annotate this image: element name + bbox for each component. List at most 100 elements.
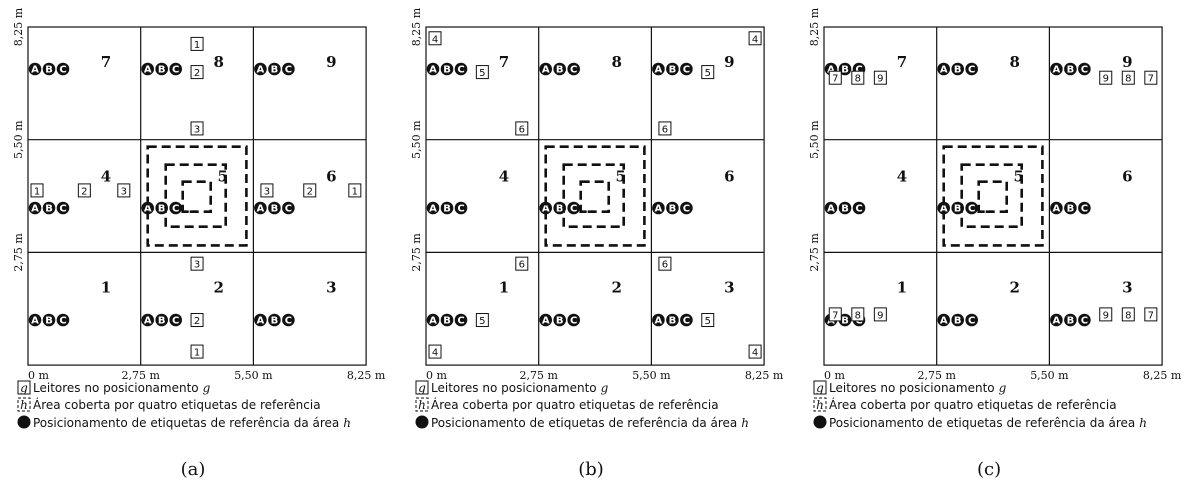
tag-dot [141, 62, 154, 76]
area-number: 7 [499, 53, 509, 71]
coverage-square [942, 145, 1044, 247]
tag-dot [567, 313, 580, 327]
y-tick-label: 5,50 m [12, 120, 25, 159]
tag-letter: B [556, 204, 564, 215]
tag-letter: A [429, 65, 437, 76]
reader-label: 3 [264, 186, 270, 197]
tag-dot [28, 62, 42, 76]
area-number: 9 [1122, 53, 1132, 71]
tag-dot [852, 201, 866, 215]
reader-label: 4 [432, 348, 438, 359]
tag-dot [426, 62, 440, 76]
reader-label: 4 [752, 34, 758, 45]
y-tick-label: 8,25 m [12, 7, 25, 46]
tag-letter: C [968, 204, 975, 215]
tag-dot [838, 201, 852, 215]
legend-area-box [415, 397, 429, 412]
area-number: 5 [1013, 168, 1023, 186]
tag-dot [282, 62, 295, 76]
x-tick-label: 0 m [426, 369, 447, 382]
legend-area-var: h [816, 398, 824, 412]
reader-label: 9 [877, 74, 883, 85]
tag-letter: A [429, 316, 437, 327]
tag-dot [426, 313, 440, 327]
tag-dot [652, 62, 665, 76]
tag-dot [539, 313, 552, 327]
legend-readers-var: g [999, 381, 1007, 395]
tag-letter: B [556, 65, 564, 76]
coverage-square [181, 180, 212, 213]
legend-readers-var: g [601, 381, 609, 395]
reader-label: 5 [479, 68, 485, 79]
area-number: 2 [611, 278, 621, 296]
area-number: 3 [724, 278, 734, 296]
tag-letter: B [669, 65, 677, 76]
tag-dot [652, 201, 665, 215]
tag-dot [282, 313, 295, 327]
panel-b: 0 m 2,75 m 5,50 m 8,25 m 2,75 m 5,50 m 8,25 m 1… [410, 7, 784, 480]
tag-dot [838, 313, 852, 327]
legend-readers-text: Leitores no posicionamento [431, 381, 597, 395]
area-number: 3 [326, 278, 336, 296]
legend-tags: Posicionamento de etiquetas de referênci… [829, 416, 1147, 430]
area-number: 1 [499, 278, 509, 296]
reader-label: 8 [855, 310, 861, 321]
legend-area-box [17, 397, 31, 412]
reader-label: 4 [752, 348, 758, 359]
panel-frame [27, 26, 367, 366]
tag-dot [155, 313, 168, 327]
tag-dot [1050, 313, 1063, 327]
area-number: 3 [1122, 278, 1132, 296]
area-number: 9 [326, 53, 336, 71]
area-number: 5 [615, 168, 625, 186]
tag-letter: C [683, 65, 690, 76]
tag-letter: A [144, 65, 152, 76]
y-tick-label: 5,50 m [808, 120, 821, 159]
reader-label: 6 [662, 124, 668, 135]
area-number: 8 [213, 53, 223, 71]
tag-letter: B [669, 204, 677, 215]
tag-letter: B [669, 316, 677, 327]
reader-box [117, 183, 131, 198]
reader-box [658, 121, 672, 136]
tag-dot [937, 201, 950, 215]
tag-dot [254, 313, 267, 327]
reader-box [701, 65, 715, 80]
tag-letter: C [457, 65, 464, 76]
area-number: 4 [499, 168, 509, 186]
tag-dot [680, 201, 693, 215]
tag-dot [155, 62, 168, 76]
reader-box [873, 70, 887, 85]
reader-label: 1 [194, 348, 200, 359]
x-tick-label: 2,75 m [121, 369, 160, 382]
tag-dot [440, 201, 454, 215]
tag-letter: C [570, 316, 577, 327]
y-tick-label: 5,50 m [410, 120, 423, 159]
x-tick-label: 5,50 m [1030, 369, 1069, 382]
legend-tags-text: Posicionamento de etiquetas de referênci… [829, 416, 1135, 430]
legend-readers-var: g [203, 381, 211, 395]
area-number: 2 [213, 278, 223, 296]
coverage-square [146, 145, 248, 247]
legend-area: Área coberta por quatro etiquetas de ref… [33, 397, 321, 412]
tag-dot [42, 201, 56, 215]
area-number: 8 [611, 53, 621, 71]
legend-area: Área coberta por quatro etiquetas de ref… [431, 397, 719, 412]
tag-letter: C [683, 316, 690, 327]
legend-tags-var: h [343, 416, 351, 430]
reader-label: 2 [194, 68, 200, 79]
tag-dot [567, 201, 580, 215]
tag-dot [652, 313, 665, 327]
legend-readers: Leitores no posicionamento g [33, 381, 211, 395]
tag-dot [666, 201, 679, 215]
tag-dot [454, 313, 468, 327]
legend-readers-text: Leitores no posicionamento [829, 381, 995, 395]
reader-label: 2 [307, 186, 313, 197]
reader-label: 1 [194, 40, 200, 51]
tag-letter: C [683, 204, 690, 215]
area-number: 8 [1009, 53, 1019, 71]
tag-letter: A [31, 316, 39, 327]
tag-dot [454, 201, 468, 215]
tag-dot [539, 62, 552, 76]
